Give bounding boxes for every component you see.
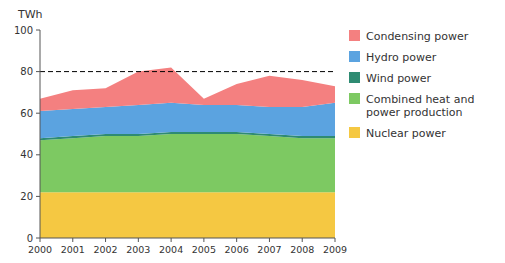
plot-area [40, 67, 335, 238]
area [40, 192, 335, 238]
legend-label: Combined heat andpower production [366, 93, 474, 119]
legend-label: Hydro power [366, 51, 437, 64]
legend-label-line: Hydro power [366, 51, 437, 64]
x-axis [40, 238, 335, 239]
chart: 0 20 40 60 80 100 2000 2001 2002 2003 2004 2005 2006… [0, 0, 505, 263]
x-tick-label: 2003 [126, 244, 150, 255]
legend-label: Nuclear power [366, 127, 446, 140]
y-tick-label: 40 [20, 149, 33, 160]
legend-swatch [349, 72, 360, 83]
y-tick-label: 60 [20, 108, 33, 119]
legend-label: Wind power [366, 72, 432, 85]
x-tick-label: 2002 [93, 244, 117, 255]
x-tick-label: 2001 [61, 244, 85, 255]
x-tick-label: 2006 [225, 244, 249, 255]
x-tick [72, 238, 73, 242]
y-tick-label: 20 [20, 191, 33, 202]
legend-label-line: Combined heat and [366, 93, 474, 106]
x-tick [302, 238, 303, 242]
x-tick [203, 238, 204, 242]
y-tick-label: 100 [14, 25, 33, 36]
x-tick [335, 238, 336, 242]
legend-label-line: Condensing power [366, 30, 469, 43]
y-tick [36, 154, 40, 155]
legend-swatch [349, 93, 360, 104]
y-tick-label: 0 [27, 233, 33, 244]
x-tick-label: 2004 [159, 244, 183, 255]
legend-label: Condensing power [366, 30, 469, 43]
x-tick-label: 2008 [290, 244, 314, 255]
y-tick [36, 196, 40, 197]
x-tick [236, 238, 237, 242]
x-tick-label: 2005 [192, 244, 216, 255]
x-tick [269, 238, 270, 242]
reference-line [40, 71, 335, 72]
legend-swatch [349, 127, 360, 138]
x-tick [40, 238, 41, 242]
legend-label-line: Wind power [366, 72, 432, 85]
x-tick-label: 2009 [323, 244, 347, 255]
legend-label-line: power production [366, 106, 463, 119]
x-tick-label: 2007 [257, 244, 281, 255]
legend-label-line: Nuclear power [366, 127, 446, 140]
y-tick [36, 113, 40, 114]
y-tick [36, 71, 40, 72]
legend-swatch [349, 30, 360, 41]
y-tick [36, 30, 40, 31]
x-tick-label: 2000 [28, 244, 52, 255]
area [40, 134, 335, 192]
y-tick-label: 80 [20, 66, 33, 77]
y-axis-label: TWh [17, 8, 43, 21]
y-tick [36, 238, 40, 239]
y-axis [40, 30, 41, 238]
legend-swatch [349, 51, 360, 62]
area [40, 67, 335, 111]
x-tick [105, 238, 106, 242]
x-tick [138, 238, 139, 242]
x-tick [171, 238, 172, 242]
